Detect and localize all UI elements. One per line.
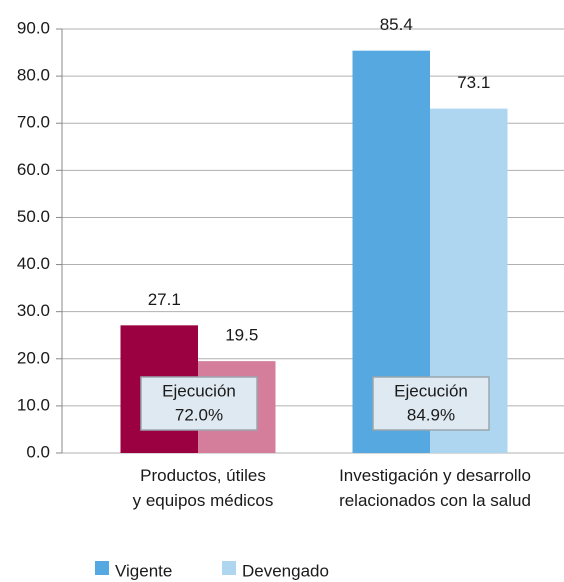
legend-swatch: [222, 561, 236, 575]
x-tick-line: Investigación y desarrollo: [339, 466, 531, 485]
x-tick-line: Productos, útiles: [140, 466, 266, 485]
annotation-text: 72.0%: [175, 405, 223, 424]
annotation-text: Ejecución: [394, 381, 468, 400]
annotation: Ejecución 72.0%: [140, 376, 258, 431]
annotation-box: [140, 376, 258, 431]
y-tick-label: 10.0: [17, 395, 50, 414]
annotation-text: Ejecución: [162, 381, 236, 400]
y-tick-label: 70.0: [17, 113, 50, 132]
y-tick-label: 0.0: [26, 442, 50, 461]
x-tick-line: y equipos médicos: [133, 491, 274, 510]
legend-label: Devengado: [242, 561, 329, 580]
y-tick-label: 50.0: [17, 207, 50, 226]
x-tick-label: Investigación y desarrollo relacionados c…: [339, 466, 531, 510]
value-label: 27.1: [148, 290, 181, 309]
x-tick-line: relacionados con la salud: [339, 491, 531, 510]
y-tick-label: 60.0: [17, 160, 50, 179]
value-label: 85.4: [380, 15, 413, 34]
annotation-box: [372, 376, 490, 431]
y-tick-label: 20.0: [17, 348, 50, 367]
value-label: 19.5: [225, 326, 258, 345]
y-tick-label: 80.0: [17, 66, 50, 85]
y-tick-label: 40.0: [17, 254, 50, 273]
annotation: Ejecución 84.9%: [372, 376, 490, 431]
y-tick-label: 90.0: [17, 18, 50, 37]
value-label: 73.1: [457, 73, 490, 92]
annotation-text: 84.9%: [407, 405, 455, 424]
y-tick-label: 30.0: [17, 301, 50, 320]
x-tick-label: Productos, útiles y equipos médicos: [133, 466, 274, 510]
legend-label: Vigente: [115, 561, 172, 580]
legend-swatch: [95, 561, 109, 575]
